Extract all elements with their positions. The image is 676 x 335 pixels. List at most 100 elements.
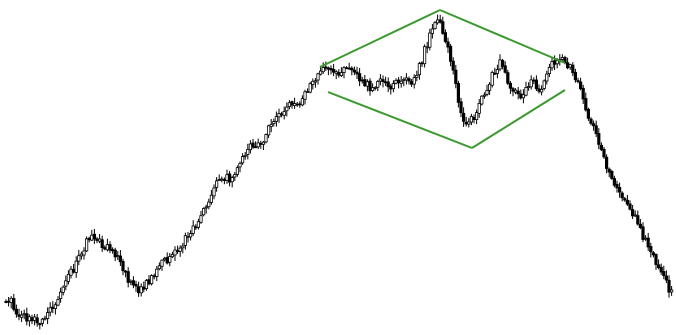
candle-body-237 bbox=[620, 192, 624, 199]
candle-body-249 bbox=[651, 252, 656, 256]
candle-body-190 bbox=[498, 59, 502, 70]
candle-body-91 bbox=[240, 156, 245, 164]
candle-body-11 bbox=[33, 316, 37, 321]
candle-body-51 bbox=[136, 286, 141, 294]
candle-body-120 bbox=[316, 73, 320, 81]
candle-body-52 bbox=[139, 286, 143, 294]
candle-body-25 bbox=[69, 268, 73, 276]
candle-body-218 bbox=[571, 64, 575, 74]
candle-body-137 bbox=[360, 79, 364, 82]
candle-body-146 bbox=[383, 81, 388, 84]
candle-body-119 bbox=[313, 80, 318, 83]
candle-body-196 bbox=[514, 89, 518, 93]
candle-body-83 bbox=[220, 178, 224, 181]
candle-body-128 bbox=[337, 72, 341, 76]
candle-body-132 bbox=[347, 67, 351, 70]
candle-body-7 bbox=[22, 313, 26, 316]
candle-body-14 bbox=[40, 318, 45, 324]
candle-body-247 bbox=[646, 237, 650, 248]
candle-body-118 bbox=[311, 80, 315, 85]
candle-body-115 bbox=[303, 91, 307, 100]
candle-body-80 bbox=[212, 187, 216, 197]
candle-body-207 bbox=[542, 80, 546, 89]
candle-body-189 bbox=[495, 69, 500, 74]
candle-body-93 bbox=[246, 149, 250, 155]
candle-body-144 bbox=[378, 78, 383, 82]
candle-body-150 bbox=[394, 80, 398, 84]
candle-body-180 bbox=[472, 117, 476, 121]
candle-body-58 bbox=[155, 268, 159, 277]
candle-body-40 bbox=[108, 244, 112, 251]
diamond-pattern bbox=[319, 9, 566, 149]
candle-body-163 bbox=[428, 32, 432, 48]
candle-body-204 bbox=[534, 79, 539, 90]
candle-body-48 bbox=[129, 280, 133, 283]
candle-body-39 bbox=[105, 244, 109, 251]
candle-body-194 bbox=[508, 82, 513, 89]
candle-body-45 bbox=[121, 260, 125, 272]
candle-body-78 bbox=[207, 201, 211, 208]
candle-body-27 bbox=[74, 260, 78, 273]
candle-body-6 bbox=[19, 314, 24, 318]
candle-body-28 bbox=[77, 255, 81, 262]
candle-body-12 bbox=[35, 317, 39, 324]
candle-body-4 bbox=[14, 308, 18, 315]
candle-body-246 bbox=[644, 237, 648, 240]
candle-body-188 bbox=[493, 72, 497, 75]
candle-body-168 bbox=[441, 21, 445, 34]
candle-body-26 bbox=[72, 268, 76, 273]
candle-body-232 bbox=[607, 168, 611, 173]
candle-body-255 bbox=[667, 279, 671, 293]
candle-body-130 bbox=[342, 67, 346, 73]
candle-body-252 bbox=[659, 266, 663, 273]
candle-body-238 bbox=[623, 198, 627, 201]
candle-body-90 bbox=[238, 162, 242, 168]
candle-body-240 bbox=[628, 203, 632, 210]
candle-body-63 bbox=[168, 256, 172, 263]
candle-body-239 bbox=[625, 199, 630, 205]
candle-body-9 bbox=[27, 316, 32, 322]
candle-body-77 bbox=[204, 206, 208, 209]
candle-body-142 bbox=[373, 87, 377, 89]
candle-body-76 bbox=[201, 208, 206, 216]
candle-body-161 bbox=[422, 46, 427, 65]
candle-body-176 bbox=[461, 112, 466, 122]
candle-body-43 bbox=[116, 255, 120, 258]
candle-body-229 bbox=[599, 144, 604, 151]
candle-body-202 bbox=[529, 79, 533, 88]
candle-body-185 bbox=[485, 90, 489, 95]
candle-body-46 bbox=[124, 270, 128, 273]
diamond-line-2 bbox=[327, 91, 473, 149]
candle-body-17 bbox=[48, 307, 52, 313]
candle-body-66 bbox=[175, 250, 180, 253]
candle-body-72 bbox=[191, 225, 195, 234]
candle-body-1 bbox=[7, 300, 11, 303]
candle-body-193 bbox=[506, 72, 510, 84]
candle-body-100 bbox=[264, 134, 268, 143]
candle-body-21 bbox=[59, 291, 63, 300]
candle-body-129 bbox=[339, 72, 344, 76]
candle-body-131 bbox=[344, 67, 349, 70]
candle-body-32 bbox=[87, 237, 91, 241]
candle-body-10 bbox=[30, 317, 34, 322]
candle-body-216 bbox=[566, 62, 570, 69]
candle-body-135 bbox=[355, 71, 359, 75]
candle-body-175 bbox=[459, 101, 463, 114]
diamond-line-0 bbox=[319, 9, 441, 68]
candle-body-169 bbox=[443, 32, 448, 42]
candle-body-197 bbox=[516, 90, 520, 95]
candle-body-73 bbox=[194, 226, 198, 229]
candle-body-67 bbox=[178, 247, 182, 252]
candle-body-121 bbox=[318, 70, 323, 75]
candle-body-47 bbox=[126, 271, 130, 283]
candle-body-87 bbox=[230, 177, 234, 183]
candle-body-53 bbox=[142, 286, 146, 290]
candle-body-219 bbox=[573, 71, 578, 81]
candles bbox=[4, 14, 674, 330]
candle-body-253 bbox=[662, 271, 666, 276]
candle-body-44 bbox=[118, 255, 122, 263]
candle-body-110 bbox=[290, 101, 294, 106]
candle-body-79 bbox=[209, 194, 213, 203]
candle-body-153 bbox=[402, 79, 406, 81]
candle-body-96 bbox=[253, 146, 258, 149]
